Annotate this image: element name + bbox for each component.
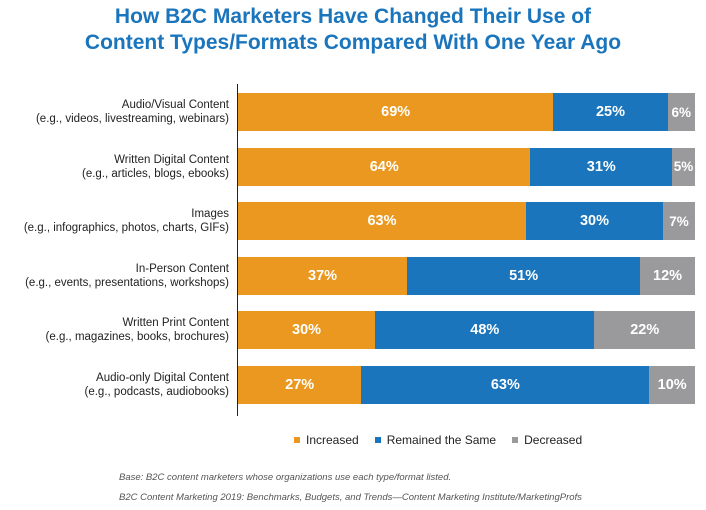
- category-name: Audio/Visual Content: [121, 99, 229, 111]
- category-axis-line: [237, 84, 238, 416]
- data-label: 25%: [595, 104, 625, 120]
- data-label: 5%: [673, 159, 694, 175]
- chart-title-line-2: Content Types/Formats Compared With One …: [84, 31, 622, 54]
- legend-swatch-increased: [294, 437, 300, 443]
- category-label-written-digital-content: Written Digital Content (e.g., articles, …: [0, 153, 229, 181]
- data-label: 12%: [653, 267, 683, 284]
- legend-item-increased: Increased: [294, 433, 359, 447]
- category-name: Images: [191, 208, 229, 221]
- legend: Increased Remained the Same Decreased: [294, 433, 582, 447]
- data-label: 30%: [579, 213, 609, 230]
- category-name: Written Digital Content: [114, 153, 229, 166]
- data-label: 37%: [308, 267, 338, 284]
- category-examples: (e.g., events, presentations, workshops): [25, 276, 229, 289]
- data-label: 30%: [292, 322, 322, 339]
- bar-segment-decreased-audio-only-digital-content: 10%: [649, 366, 695, 404]
- footnote-source: B2C Content Marketing 2019: Benchmarks, …: [119, 492, 582, 503]
- chart-title-line-1: How B2C Marketers Have Changed Their Use…: [114, 5, 592, 28]
- category-label-audio-only-digital-content: Audio-only Digital Content (e.g., podcast…: [0, 371, 229, 399]
- footnote-base: Base: B2C content marketers whose organi…: [119, 472, 452, 483]
- chart-title: How B2C Marketers Have Changed Their Use…: [0, 4, 706, 56]
- bar-segment-decreased-audio-visual-content: 6%: [667, 93, 695, 131]
- data-label: 63%: [490, 377, 520, 393]
- category-examples: (e.g., magazines, books, brochures): [45, 331, 229, 344]
- bar-segment-remained-the-same-written-print-content: 48%: [375, 311, 595, 350]
- legend-item-remained-the-same: Remained the Same: [374, 433, 497, 447]
- category-name: In-Person Content: [135, 262, 229, 275]
- legend-label-remained-the-same: Remained the Same: [386, 433, 497, 447]
- bar-segment-decreased-written-print-content: 22%: [594, 311, 695, 350]
- data-label: 48%: [470, 322, 500, 339]
- category-name: Audio-only Digital Content: [96, 372, 229, 384]
- bar-segment-remained-the-same-written-digital-content: 31%: [530, 147, 673, 186]
- category-examples: (e.g., articles, blogs, ebooks): [81, 167, 229, 180]
- bar-segment-increased-audio-visual-content: 69%: [238, 93, 554, 131]
- category-label-images: Images (e.g., infographics, photos, chart…: [0, 207, 229, 235]
- category-label-written-print-content: Written Print Content (e.g., magazines, b…: [0, 316, 229, 344]
- data-label: 69%: [381, 104, 411, 120]
- category-examples: (e.g., infographics, photos, charts, GIF…: [23, 222, 229, 235]
- data-label: 64%: [369, 158, 399, 175]
- legend-label-decreased: Decreased: [524, 433, 583, 447]
- bar-segment-increased-in-person-content: 37%: [238, 256, 408, 295]
- bar-segment-decreased-in-person-content: 12%: [640, 256, 695, 295]
- bar-segment-decreased-images: 7%: [663, 202, 695, 241]
- data-label: 10%: [657, 377, 687, 393]
- category-label-audio-visual-content: Audio/Visual Content (e.g., videos, lives…: [0, 98, 229, 126]
- bar-segment-decreased-written-digital-content: 5%: [672, 147, 695, 186]
- bar-segment-remained-the-same-in-person-content: 51%: [407, 256, 641, 295]
- bar-segment-increased-images: 63%: [238, 202, 526, 241]
- bar-segment-remained-the-same-audio-only-digital-content: 63%: [361, 366, 650, 404]
- data-label: 63%: [367, 213, 397, 230]
- data-label: 27%: [285, 377, 315, 393]
- bar-segment-increased-audio-only-digital-content: 27%: [238, 366, 362, 404]
- data-label: 22%: [630, 322, 660, 339]
- data-label: 6%: [671, 104, 692, 120]
- legend-label-increased: Increased: [306, 433, 359, 447]
- data-label: 51%: [509, 267, 539, 284]
- category-label-in-person-content: In-Person Content (e.g., events, presenta…: [0, 262, 229, 290]
- bar-segment-increased-written-print-content: 30%: [238, 311, 376, 350]
- bar-segment-remained-the-same-images: 30%: [525, 202, 663, 241]
- data-label: 7%: [669, 213, 689, 229]
- legend-item-decreased: Decreased: [512, 433, 582, 447]
- category-name: Written Print Content: [122, 317, 229, 330]
- category-examples: (e.g., videos, livestreaming, webinars): [35, 113, 229, 125]
- bar-segment-remained-the-same-audio-visual-content: 25%: [553, 93, 668, 131]
- legend-swatch-decreased: [512, 437, 519, 443]
- bar-segment-increased-written-digital-content: 64%: [238, 147, 531, 186]
- data-label: 31%: [586, 158, 616, 175]
- legend-swatch-remained-the-same: [374, 437, 381, 443]
- category-examples: (e.g., podcasts, audiobooks): [84, 386, 229, 398]
